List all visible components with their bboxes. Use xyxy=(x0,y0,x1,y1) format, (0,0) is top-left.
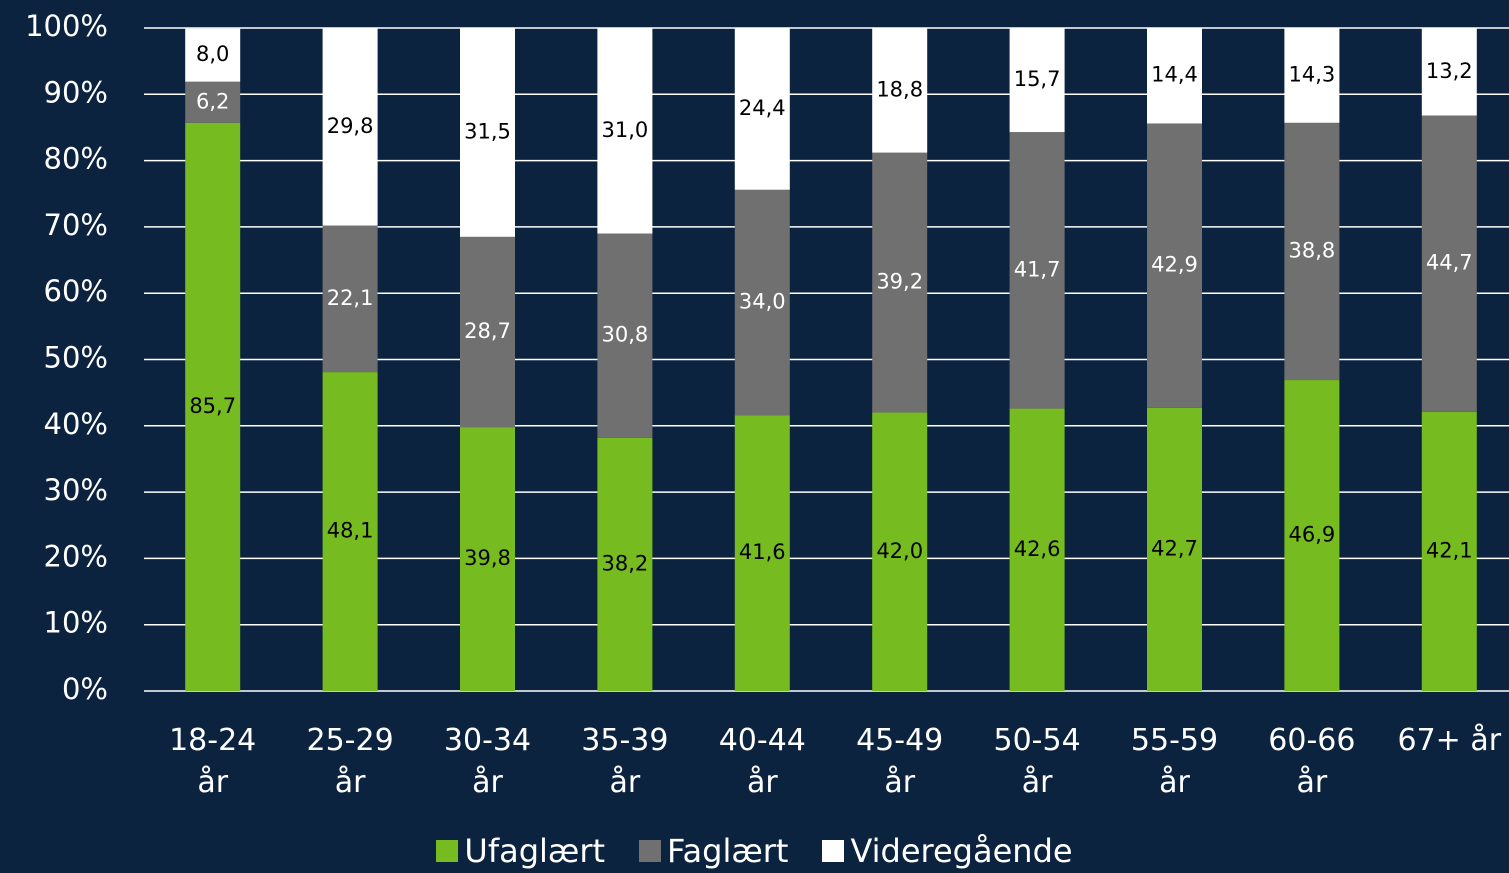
bar-segment xyxy=(460,28,515,237)
legend: Ufaglært Faglært Videregående xyxy=(0,832,1509,870)
bar-segment xyxy=(460,427,515,691)
legend-swatch xyxy=(639,840,662,862)
x-tick-label: 55-59 år xyxy=(1130,723,1219,800)
bar-segment xyxy=(322,28,378,226)
value-label: 15,7 xyxy=(1014,67,1061,91)
bar-segment xyxy=(872,152,928,413)
bar-segment xyxy=(1421,115,1477,412)
y-tick-label: 30% xyxy=(44,473,108,507)
bar-segment xyxy=(1421,28,1477,116)
legend-item: Faglært xyxy=(639,832,788,870)
value-label: 85,7 xyxy=(189,394,236,418)
bar-segment xyxy=(597,437,653,691)
y-tick-label: 10% xyxy=(44,606,108,640)
bar-segment xyxy=(872,28,928,153)
value-label: 42,1 xyxy=(1426,538,1473,562)
bar-segment xyxy=(185,28,241,82)
x-tick-label: 45-49 år xyxy=(856,723,944,800)
bar-segment xyxy=(597,233,653,438)
value-label: 44,7 xyxy=(1426,251,1473,275)
y-tick-label: 0% xyxy=(62,672,108,706)
value-label: 38,2 xyxy=(602,551,649,575)
bar-segment xyxy=(734,28,790,190)
y-tick-label: 100% xyxy=(25,9,108,43)
value-label: 6,2 xyxy=(196,89,229,113)
value-label: 48,1 xyxy=(327,519,374,543)
y-tick-label: 40% xyxy=(44,407,108,441)
legend-item: Ufaglært xyxy=(436,832,605,870)
y-tick-label: 90% xyxy=(44,75,108,109)
value-label: 39,8 xyxy=(464,546,511,570)
bar-segment xyxy=(1284,28,1340,123)
y-tick-label: 70% xyxy=(44,208,108,242)
value-label: 30,8 xyxy=(602,323,649,347)
bar-segment xyxy=(1009,28,1065,133)
value-label: 34,0 xyxy=(739,289,786,313)
y-tick-label: 50% xyxy=(44,341,108,375)
legend-item: Videregående xyxy=(822,832,1073,870)
value-label: 31,5 xyxy=(464,119,511,143)
value-label: 42,0 xyxy=(876,539,923,563)
x-tick-label: 67+ år xyxy=(1397,723,1502,758)
x-tick-label: 25-29 år xyxy=(306,723,394,800)
value-label: 41,7 xyxy=(1014,257,1061,281)
y-tick-label: 60% xyxy=(44,274,108,308)
value-label: 8,0 xyxy=(196,42,229,66)
bar-segment xyxy=(460,236,515,428)
bar-segment xyxy=(1147,28,1202,124)
y-tick-label: 80% xyxy=(44,142,108,176)
bar-segment xyxy=(1147,123,1202,408)
value-label: 38,8 xyxy=(1289,238,1336,262)
bar-segment xyxy=(1284,380,1340,691)
bar-segment xyxy=(734,415,790,691)
value-label: 13,2 xyxy=(1426,59,1473,83)
value-label: 18,8 xyxy=(876,77,923,101)
x-tick-label: 60-66 år xyxy=(1268,723,1356,800)
legend-swatch xyxy=(436,840,459,862)
value-label: 14,3 xyxy=(1289,62,1336,86)
x-tick-label: 18-24 år xyxy=(169,723,257,800)
bar-segment xyxy=(734,189,790,416)
value-label: 29,8 xyxy=(327,114,374,138)
value-label: 22,1 xyxy=(327,286,374,310)
value-label: 46,9 xyxy=(1289,523,1336,547)
bar-segment xyxy=(185,122,241,691)
value-label: 39,2 xyxy=(876,270,923,294)
value-label: 24,4 xyxy=(739,96,786,120)
bar-segment xyxy=(185,81,241,123)
value-label: 31,0 xyxy=(602,118,649,142)
x-tick-label: 40-44 år xyxy=(718,723,806,800)
legend-label: Ufaglært xyxy=(464,832,606,870)
value-label: 28,7 xyxy=(464,319,511,343)
legend-swatch xyxy=(822,840,845,862)
bar-segment xyxy=(322,372,378,691)
bar-segment xyxy=(1284,122,1340,381)
x-tick-label: 30-34 år xyxy=(443,723,532,800)
x-tick-label: 50-54 år xyxy=(993,723,1081,800)
bar-segment xyxy=(322,225,378,373)
value-label: 41,6 xyxy=(739,540,786,564)
value-label: 42,7 xyxy=(1151,536,1198,560)
value-label: 42,9 xyxy=(1151,253,1198,277)
y-tick-label: 20% xyxy=(44,539,108,573)
bar-segment xyxy=(1147,407,1202,691)
x-tick-label: 35-39 år xyxy=(581,723,669,800)
legend-label: Faglært xyxy=(667,832,789,870)
bar-segment xyxy=(1009,408,1065,691)
bar-segment xyxy=(872,412,928,691)
bar-segment xyxy=(1421,411,1477,691)
bar-segment xyxy=(597,28,653,234)
bar-segment xyxy=(1009,132,1065,409)
value-label: 42,6 xyxy=(1014,537,1061,561)
legend-label: Videregående xyxy=(850,832,1073,870)
value-label: 14,4 xyxy=(1151,63,1198,87)
